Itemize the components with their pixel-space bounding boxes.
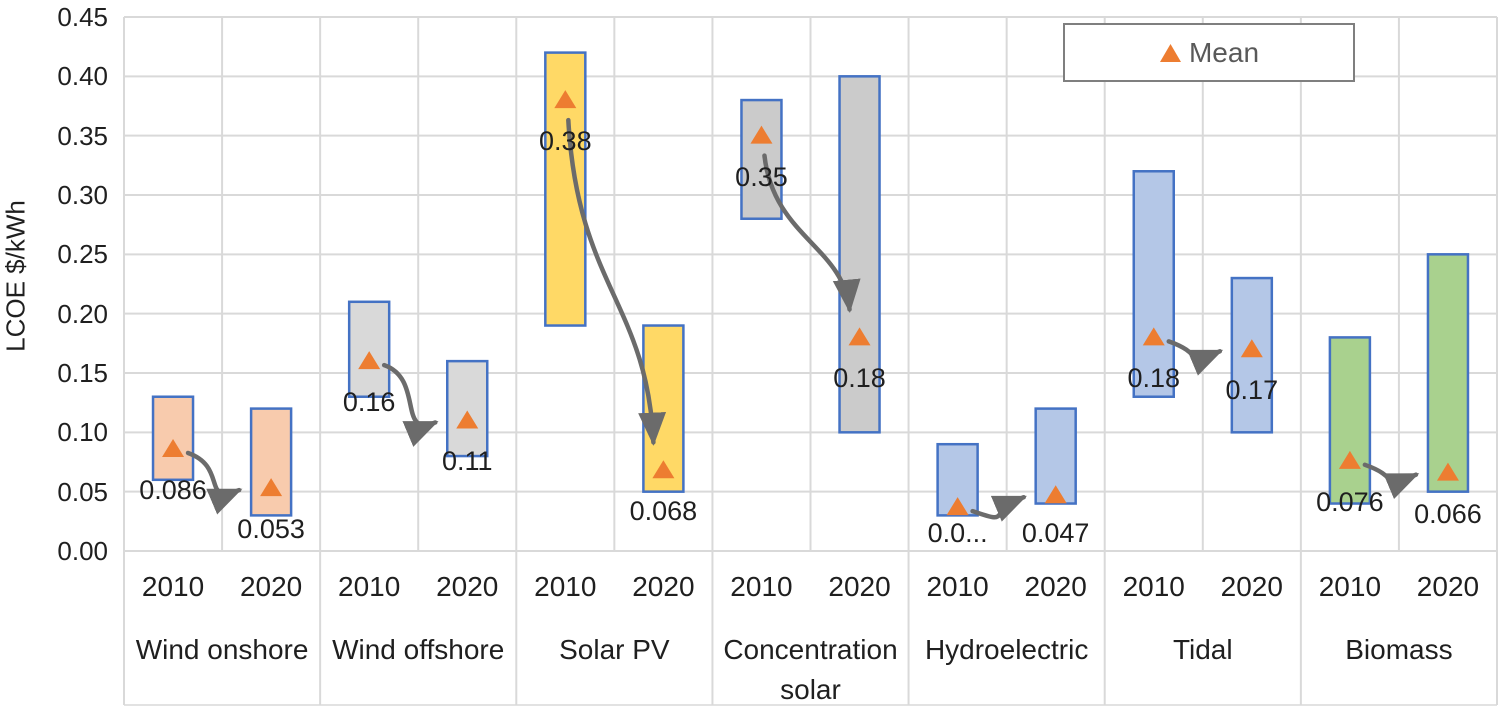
mean-marker-hydroelectric-2020 [1044, 485, 1067, 504]
year-tick-wind-onshore-2020: 2020 [239, 571, 303, 602]
category-label-wind-onshore: Wind onshore [135, 634, 309, 665]
y-tick-label-0.00: 0.00 [57, 536, 108, 566]
year-tick-wind-offshore-2020: 2020 [436, 571, 499, 602]
year-tick-wind-onshore-2010: 2010 [141, 571, 205, 602]
mean-change-arrow-wind-offshore [381, 362, 439, 447]
mean-label-concentration-solar-2020: 0.18 [833, 363, 886, 394]
y-tick-label-0.20: 0.20 [57, 298, 108, 329]
range-bar-wind-offshore-2010 [347, 300, 391, 398]
mean-marker-concentration-solar-2010 [750, 125, 773, 144]
mean-marker-hydroelectric-2010 [946, 497, 969, 516]
range-bar-wind-onshore-2010 [151, 395, 195, 482]
mean-marker-wind-onshore-2010 [162, 438, 185, 457]
year-tick-solar-pv-2020: 2020 [632, 571, 695, 602]
range-bar-concentration-solar-2020 [838, 75, 881, 434]
y-tick-label-0.45: 0.45 [57, 2, 108, 32]
mean-label-tidal-2020: 0.17 [1225, 375, 1279, 406]
mean-label-wind-offshore-2020: 0.11 [441, 446, 493, 477]
category-label-solar-pv: Solar PV [559, 634, 670, 665]
range-bar-biomass-2020 [1426, 253, 1470, 493]
y-tick-label-0.15: 0.15 [57, 358, 108, 388]
mean-change-arrow-concentration-solar [762, 153, 861, 313]
year-tick-biomass-2020: 2020 [1416, 571, 1480, 602]
mean-marker-biomass-2020 [1436, 462, 1459, 481]
mean-label-biomass-2020: 0.066 [1414, 498, 1482, 529]
mean-marker-solar-pv-2020 [652, 460, 675, 479]
y-tick-label-0.25: 0.25 [57, 239, 108, 270]
year-tick-hydroelectric-2010: 2010 [926, 571, 989, 602]
year-tick-concentration-solar-2010: 2010 [730, 571, 793, 602]
year-tick-concentration-solar-2020: 2020 [828, 571, 891, 602]
range-bar-tidal-2010 [1132, 170, 1175, 398]
category-label-concentration-solar: Concentration solar [723, 634, 898, 705]
year-tick-tidal-2020: 2020 [1220, 571, 1283, 602]
range-bar-wind-onshore-2020 [249, 407, 293, 517]
year-tick-wind-offshore-2010: 2010 [338, 571, 401, 602]
mean-label-hydroelectric-2020: 0.047 [1021, 518, 1090, 548]
category-label-biomass: Biomass [1345, 634, 1453, 665]
year-tick-tidal-2010: 2010 [1122, 571, 1185, 602]
range-bar-hydroelectric-2010 [936, 442, 979, 517]
legend: Mean [1063, 23, 1355, 82]
mean-marker-tidal-2020 [1240, 339, 1263, 358]
y-tick-label-0.10: 0.10 [57, 417, 108, 448]
mean-label-tidal-2010: 0.18 [1127, 363, 1181, 394]
year-tick-solar-pv-2010: 2010 [534, 571, 597, 602]
y-axis-title: LCOE $/kWh [0, 200, 31, 352]
y-tick-label-0.05: 0.05 [57, 476, 108, 507]
range-bar-concentration-solar-2010 [740, 98, 783, 220]
mean-marker-tidal-2010 [1142, 327, 1165, 346]
mean-marker-concentration-solar-2020 [848, 327, 871, 346]
mean-marker-wind-offshore-2020 [456, 410, 479, 429]
mean-change-arrow-biomass [1362, 462, 1420, 500]
year-tick-biomass-2010: 2010 [1318, 571, 1382, 602]
category-label-tidal: Tidal [1172, 634, 1233, 665]
y-tick-label-0.35: 0.35 [57, 120, 108, 151]
mean-marker-biomass-2010 [1338, 450, 1361, 469]
mean-label-hydroelectric-2010: 0.0... [927, 518, 988, 548]
arrows-layer [185, 117, 1420, 522]
y-tick-label-0.30: 0.30 [57, 180, 108, 210]
range-bar-wind-offshore-2020 [446, 359, 489, 458]
range-bar-biomass-2010 [1328, 336, 1372, 505]
mean-change-arrow-hydroelectric [970, 494, 1027, 522]
mean-change-arrow-solar-pv [566, 117, 667, 446]
mean-change-arrow-wind-onshore [185, 450, 243, 515]
mean-markers-layer [162, 90, 1459, 516]
mean-label-wind-offshore-2010: 0.16 [342, 387, 396, 418]
y-tick-label-0.40: 0.40 [57, 61, 108, 92]
bars-layer [151, 51, 1470, 517]
mean-change-arrow-tidal [1166, 339, 1224, 376]
mean-label-wind-onshore-2020: 0.053 [237, 514, 305, 545]
legend-label: Mean [1188, 36, 1260, 68]
mean-marker-wind-offshore-2010 [358, 351, 381, 370]
mean-label-wind-onshore-2010: 0.086 [139, 474, 207, 505]
category-label-wind-offshore: Wind offshore [332, 634, 505, 665]
category-label-hydroelectric: Hydroelectric [924, 634, 1089, 665]
mean-marker-wind-onshore-2020 [260, 478, 283, 497]
mean-marker-solar-pv-2010 [554, 90, 577, 109]
mean-label-concentration-solar-2010: 0.35 [735, 161, 788, 192]
mean-label-biomass-2010: 0.076 [1316, 486, 1384, 517]
legend-mean-marker-icon [1159, 43, 1181, 62]
mean-label-solar-pv-2020: 0.068 [629, 496, 698, 527]
mean-label-solar-pv-2010: 0.38 [539, 126, 592, 157]
year-tick-hydroelectric-2020: 2020 [1024, 571, 1087, 602]
